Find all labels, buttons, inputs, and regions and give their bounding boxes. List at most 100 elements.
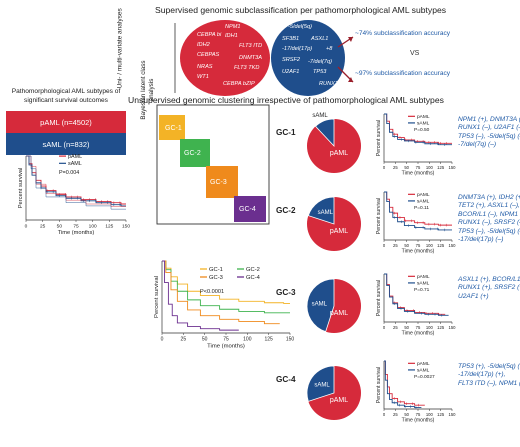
gc2-block [180, 139, 210, 167]
x-tick-label: 125 [437, 325, 445, 330]
x-axis-label: Time (months) [402, 418, 435, 424]
composition-pie: pAML sAML [307, 113, 361, 173]
legend-label: sAML [68, 161, 82, 167]
x-tick-label: 25 [393, 165, 398, 170]
gene-signature-line: RUNX1 (+), SRSF2 (+), [458, 284, 520, 292]
x-tick-label: 0 [383, 412, 386, 417]
survival-curve [162, 260, 280, 325]
vs-label: VS [410, 50, 420, 57]
left-caption: Pathomorphological AML subtypes of signi… [11, 88, 121, 104]
x-tick-label: 125 [105, 223, 113, 229]
saml-gene-circle [271, 20, 345, 96]
gene-signature-line: -7/del(7q) (–) [458, 141, 497, 149]
gc-row-label: GC-1 [276, 128, 296, 137]
legend-label: GC-3 [209, 275, 223, 281]
x-axis-label: Time (months) [207, 343, 245, 349]
gene-label-red: NPM1 [225, 24, 241, 30]
gene-signature: NPM1 (+), DNMT3A (+),RUNX1 (–), U2AF1 (–… [458, 116, 520, 150]
gene-label-red: CEBPA bi [197, 32, 222, 38]
gene-signature: DNMT3A (+), IDH2 (+), TET2 (+), ASXL1 (–)… [458, 194, 520, 244]
x-tick-label: 50 [404, 412, 409, 417]
x-tick-label: 125 [264, 337, 273, 343]
legend-label: GC-1 [209, 267, 223, 273]
pie-slice-saml [307, 196, 335, 225]
composition-pie: pAML sAML [306, 365, 361, 420]
p-value: P<0.0001 [200, 289, 224, 295]
survival-curve [26, 155, 126, 210]
y-axis-label: Percent survival [18, 168, 24, 208]
gene-label-blue: +8 [326, 46, 333, 52]
gene-signature-line: NPM1 (+), DNMT3A (+), [458, 116, 520, 123]
gene-signature-line: TET2 (+), ASXL1 (–), [458, 202, 520, 210]
pie-slice-saml [306, 278, 335, 333]
survival-curve [162, 260, 290, 304]
x-tick-label: 125 [437, 412, 445, 417]
legend-label: sAML [417, 199, 430, 205]
saml-box: sAML (n=832) [6, 133, 126, 155]
pie-label-paml: pAML [330, 150, 348, 157]
survival-curve [384, 273, 446, 315]
x-tick-label: 150 [449, 412, 457, 417]
x-tick-label: 50 [202, 337, 208, 343]
x-axis-label: Time (months) [402, 171, 435, 177]
gene-signature-line: -17/del(17p) (–) [458, 236, 504, 244]
gene-label-blue: SF3B1 [282, 36, 299, 42]
gc-row-label: GC-4 [276, 375, 296, 384]
legend-label: GC-2 [246, 267, 260, 273]
legend-label: pAML [417, 192, 430, 198]
x-tick-label: 100 [426, 325, 434, 330]
accuracy-bottom: ~97% subclassification accuracy [355, 70, 451, 77]
gc-km-plot: 0 25 50 75 100 125 150 Time (months) Percent sur… [376, 191, 457, 255]
gene-label-red: IDH1 [225, 33, 238, 39]
p-value: P=0.11 [414, 205, 429, 211]
legend-label: GC-4 [246, 275, 261, 281]
left-km-plot: 0 25 50 75 100 125 150 Time (months) Percent sur… [18, 154, 130, 236]
x-tick-label: 25 [181, 337, 187, 343]
x-axis-label: Time (months) [402, 331, 435, 337]
x-tick-label: 150 [449, 243, 457, 248]
gene-label-blue: SRSF2 [282, 57, 301, 63]
p-value: P=0.71 [414, 287, 430, 293]
gene-label-blue: TP53 [313, 69, 327, 75]
gene-signature-line: BCOR/L1 (–), NPM1 (–), [458, 210, 520, 218]
x-tick-label: 0 [383, 325, 386, 330]
p-value: P=0.0027 [414, 374, 435, 380]
gene-label-red: CEBPAS [197, 52, 220, 58]
x-axis-label: Time (months) [402, 249, 435, 255]
gc2-block-label: GC-2 [184, 150, 201, 157]
survival-curve [26, 155, 126, 207]
pie-label-saml: sAML [312, 113, 328, 119]
y-axis-label: Percent survival [376, 120, 382, 156]
bayes-label: Bayesian latent class analysis [140, 60, 155, 120]
gene-label-blue: -7/del(7q) [308, 59, 332, 65]
gc4-block [234, 196, 266, 222]
x-tick-label: 125 [437, 243, 445, 248]
x-tick-label: 50 [57, 223, 63, 229]
survival-curve [162, 260, 290, 314]
survival-curve [384, 360, 422, 409]
gene-signature-line: FLT3 ITD (–), NPM1 (–) [458, 379, 520, 387]
x-tick-label: 0 [161, 337, 164, 343]
survival-curve [384, 113, 452, 146]
legend-label: pAML [417, 114, 430, 120]
p-value: P=0.004 [59, 170, 79, 176]
gc4-block-label: GC-4 [239, 206, 256, 213]
x-tick-label: 50 [404, 243, 409, 248]
x-tick-label: 150 [449, 165, 457, 170]
paml-gene-circle [180, 20, 270, 96]
x-tick-label: 75 [416, 243, 421, 248]
gene-signature-line: TP53 (+), -5/del(5q) (+), [458, 363, 520, 370]
gc1-block [159, 115, 185, 140]
pie-label-paml: pAML [330, 228, 348, 235]
gene-signature-line: TP53 (–), -5/del(5q) (–), [458, 132, 520, 140]
accuracy-arrows [337, 36, 354, 83]
x-tick-label: 125 [437, 165, 445, 170]
x-tick-label: 100 [426, 243, 434, 248]
gene-label-blue: ASXL1 [310, 36, 328, 42]
composition-pie: pAML sAML [307, 196, 361, 251]
gene-signature-line: RUNX1 (–), U2AF1 (–), [458, 124, 520, 132]
pie-slice-saml [314, 118, 335, 148]
accuracy-top: ~74% subclassification accuracy [355, 30, 451, 37]
x-tick-label: 150 [122, 223, 130, 229]
